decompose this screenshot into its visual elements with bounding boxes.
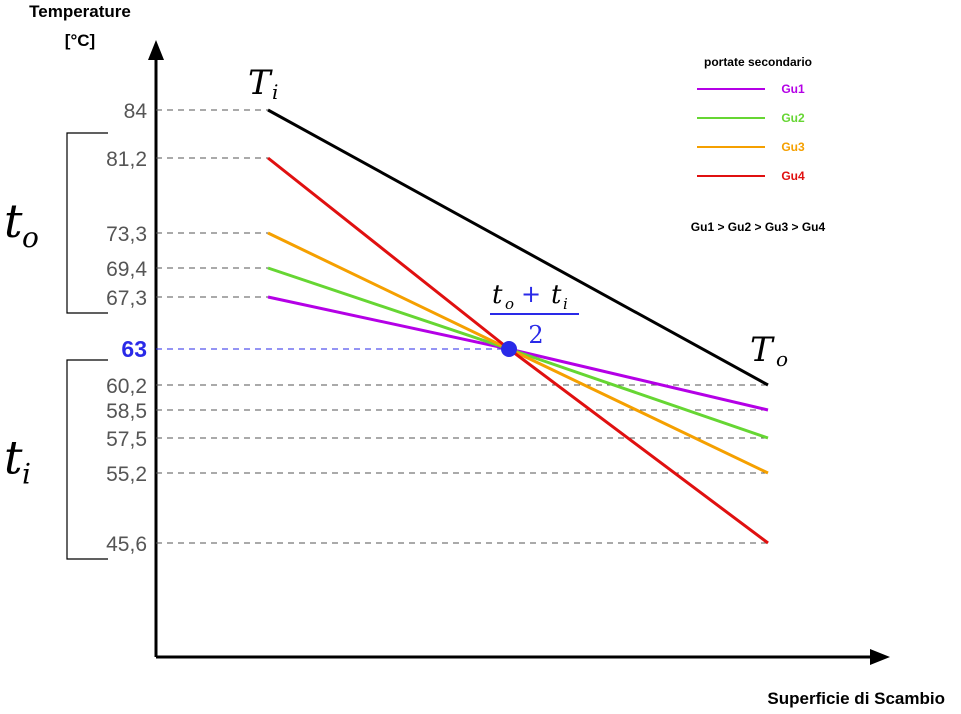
formula-term-a: t <box>492 280 503 310</box>
formula-denominator: 2 <box>528 321 543 349</box>
formula-term-b-sub: i <box>563 295 568 313</box>
primary-end-subscript: o <box>776 347 788 371</box>
y-tick-label-7: 58,5 <box>106 400 147 423</box>
y-tick-labels: 84 81,2 73,3 69,4 67,3 63 60,258,5 57,5 55,2 45,6 <box>106 100 147 556</box>
legend-label-gu4: Gu4 <box>781 169 805 183</box>
mean-point <box>501 341 517 357</box>
y-tick-label-8: 57,5 <box>106 428 147 451</box>
temperature-lines <box>267 108 769 545</box>
y-tick-label-3: 69,4 <box>106 258 147 281</box>
legend-label-gu3: Gu3 <box>781 140 805 154</box>
mean-formula: t o + t i2 <box>490 280 579 349</box>
bracket-subscript-0: o <box>22 221 39 254</box>
bracket-symbol-1: t <box>4 431 23 485</box>
bracket-1 <box>66 359 108 560</box>
y-tick-label-9: 55,2 <box>106 463 147 486</box>
bracket-symbol-0: t <box>4 194 23 248</box>
y-axis-title-line2: [°C] <box>65 31 95 50</box>
y-tick-label-2: 73,3 <box>106 223 147 246</box>
y-tick-label-1: 81,2 <box>106 148 147 171</box>
legend-title: portate secondario <box>704 55 812 69</box>
y-axis-title-line1: Temperature <box>29 2 131 21</box>
formula-term-b: t <box>551 280 562 310</box>
formula-term-a-sub: o <box>505 295 514 313</box>
series-line-gu3 <box>267 231 769 475</box>
x-axis-arrow <box>870 649 890 665</box>
bracket-0 <box>66 132 108 314</box>
y-tick-label-6: 60,2 <box>106 375 147 398</box>
primary-end-label: T <box>750 330 775 370</box>
y-tick-label-5: 63 <box>121 336 147 362</box>
primary-start-label: T <box>248 63 273 103</box>
y-tick-label-0: 84 <box>124 100 148 123</box>
y-tick-label-10: 45,6 <box>106 533 147 556</box>
primary-start-subscript: i <box>272 80 278 104</box>
x-axis-title: Superficie di Scambio <box>767 689 945 708</box>
formula-plus: + <box>521 280 541 308</box>
flow-order-note: Gu1 > Gu2 > Gu3 > Gu4 <box>691 220 826 234</box>
range-brackets: t ot i <box>4 132 108 560</box>
legend: portate secondario Gu1 Gu2 Gu3 Gu4 Gu1 > Gu… <box>691 55 826 234</box>
bracket-subscript-1: i <box>22 458 31 491</box>
y-tick-label-4: 67,3 <box>106 287 147 310</box>
primary-line <box>267 108 769 387</box>
legend-items: Gu1 Gu2 Gu3 Gu4 <box>697 82 805 183</box>
legend-label-gu1: Gu1 <box>781 82 805 96</box>
legend-label-gu2: Gu2 <box>781 111 805 125</box>
y-axis-arrow <box>148 40 164 60</box>
